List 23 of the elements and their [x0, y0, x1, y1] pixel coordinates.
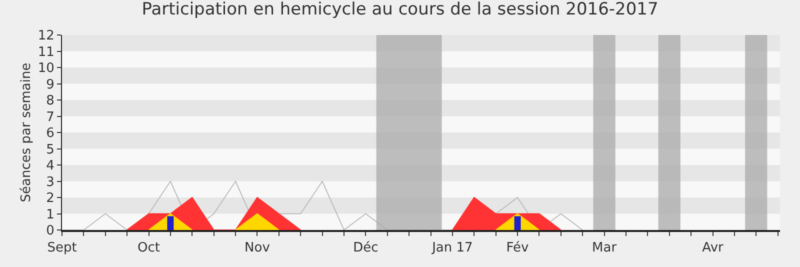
y-tick-label: 11 [38, 44, 54, 60]
x-tick-label: Sept [47, 240, 77, 256]
x-tick-label: Nov [244, 240, 270, 256]
x-tick-label: Déc [353, 240, 378, 256]
x-tick-label: Oct [138, 240, 160, 256]
y-tick-label: 12 [38, 28, 54, 44]
y-tick-label: 2 [46, 191, 54, 206]
y-tick-label: 1 [46, 207, 54, 222]
y-tick-label: 9 [46, 77, 54, 92]
x-tick-label: Avr [702, 240, 724, 256]
x-tick-label: Mar [592, 240, 618, 256]
y-tick-label: 3 [46, 174, 54, 190]
y-tick-label: 6 [46, 126, 54, 142]
chart-title: Participation en hemicycle au cours de la session 2016-2017 [142, 0, 658, 20]
y-axis-title: Séances par semaine [18, 62, 34, 202]
y-tick-label: 5 [46, 142, 54, 158]
x-tick-label: Fév [506, 240, 530, 256]
y-tick-label: 7 [46, 110, 54, 125]
y-tick-label: 8 [46, 94, 54, 109]
x-tick-label: Jan 17 [431, 240, 473, 256]
y-tick-label: 4 [46, 158, 54, 174]
y-tick-label: 0 [46, 224, 54, 239]
y-tick-label: 10 [38, 61, 54, 76]
